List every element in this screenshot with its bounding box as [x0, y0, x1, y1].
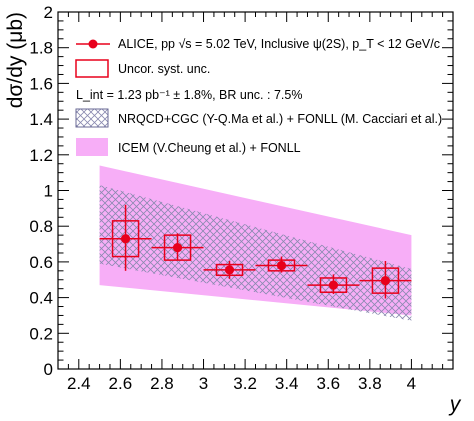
legend: ALICE, pp √s = 5.02 TeV, Inclusive ψ(2S)… [75, 37, 442, 156]
data-point-4 [255, 256, 308, 273]
legend-label-nrqcd: NRQCD+CGC (Y-Q.Ma et al.) + FONLL (M. Ca… [118, 112, 442, 126]
x-tick-label: 2.6 [109, 374, 133, 393]
data-point-6 [359, 261, 412, 299]
legend-entry-syst: Uncor. syst. unc. [75, 59, 210, 78]
legend-lumi-text: L_int = 1.23 pb⁻¹ ± 1.8%, BR unc. : 7.5% [76, 88, 302, 102]
y-tick-label: 0.6 [29, 253, 53, 272]
x-tick-label: 4 [407, 374, 416, 393]
x-axis-title: y [448, 393, 462, 416]
theory-bands [99, 165, 412, 321]
y-axis-title: dσ/dy (μb) [4, 12, 27, 108]
x-tick-label: 3.4 [275, 374, 299, 393]
y-tick-label: 0 [44, 360, 53, 379]
marker-2 [172, 243, 183, 253]
y-axis-ticks: 0 0.2 0.4 0.6 0.8 1 1.2 1.4 1.6 1.8 2 [29, 3, 453, 379]
x-axis-ticks: 2.4 2.6 2.8 3 3.2 3.4 3.6 3.8 4 [57, 12, 454, 393]
marker-1 [120, 234, 131, 244]
marker-4 [276, 260, 287, 271]
legend-label-data: ALICE, pp √s = 5.02 TeV, Inclusive ψ(2S)… [118, 37, 440, 51]
y-tick-label: 2 [44, 3, 53, 22]
legend-label-syst: Uncor. syst. unc. [118, 62, 210, 76]
marker-6 [380, 276, 391, 286]
x-tick-label: 3.6 [316, 374, 340, 393]
legend-label-icem: ICEM (V.Cheung et al.) + FONLL [118, 141, 301, 155]
legend-entry-icem: ICEM (V.Cheung et al.) + FONLL [76, 138, 301, 156]
x-tick-label: 3.8 [358, 374, 382, 393]
y-tick-label: 1.4 [29, 110, 53, 129]
y-tick-label: 0.2 [29, 324, 53, 343]
data-point-3 [203, 261, 256, 279]
legend-entry-data: ALICE, pp √s = 5.02 TeV, Inclusive ψ(2S)… [76, 37, 440, 51]
y-tick-label: 1.6 [29, 74, 53, 93]
y-tick-label: 1 [44, 182, 53, 201]
x-tick-label: 2.8 [150, 374, 174, 393]
marker-5 [328, 280, 339, 290]
x-tick-label: 3 [199, 374, 208, 393]
x-tick-label: 3.2 [233, 374, 257, 393]
data-point-2 [151, 233, 204, 261]
data-points [99, 204, 412, 299]
y-tick-label: 1.8 [29, 39, 53, 58]
data-point-5 [307, 274, 360, 295]
y-tick-label: 1.2 [29, 146, 53, 165]
y-tick-label: 0.4 [29, 289, 53, 308]
marker-3 [224, 265, 235, 275]
legend-entry-nrqcd: NRQCD+CGC (Y-Q.Ma et al.) + FONLL (M. Ca… [75, 108, 442, 128]
data-point-1 [99, 204, 152, 271]
x-tick-label: 2.4 [67, 374, 91, 393]
y-tick-label: 0.8 [29, 217, 53, 236]
